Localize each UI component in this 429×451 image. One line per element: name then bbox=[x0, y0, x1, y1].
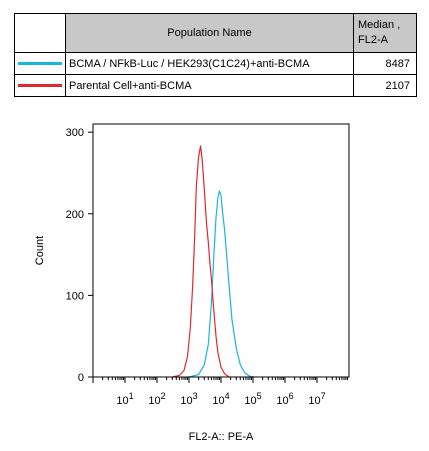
y-tick-label: 300 bbox=[66, 127, 84, 139]
legend-table: Population Name Median , FL2-A BCMA / NF… bbox=[14, 13, 417, 97]
legend-swatch-red bbox=[18, 84, 62, 87]
legend-swatch-cell bbox=[14, 74, 66, 97]
x-tick-label: 101 bbox=[116, 391, 133, 407]
legend-swatch-blue bbox=[18, 62, 62, 65]
x-tick-label: 103 bbox=[180, 391, 197, 407]
legend-header-median-label: Median , bbox=[358, 19, 401, 31]
x-axis-title: FL2-A:: PE-A bbox=[189, 431, 254, 443]
legend-median-value: 2107 bbox=[353, 74, 417, 97]
y-axis-title: Count bbox=[34, 236, 46, 265]
legend-header-median: Median , FL2-A bbox=[353, 13, 417, 53]
legend-header-name: Population Name bbox=[65, 13, 354, 53]
legend-header-row: Population Name Median , FL2-A bbox=[14, 13, 417, 53]
legend-header-median-param: FL2-A bbox=[358, 34, 388, 46]
plot-frame bbox=[92, 123, 350, 378]
y-tick-label: 0 bbox=[78, 372, 84, 384]
legend-population-name: BCMA / NFkB-Luc / HEK293(C1C24)+anti-BCM… bbox=[65, 52, 354, 75]
x-tick-label: 104 bbox=[212, 391, 229, 407]
legend-row: Parental Cell+anti-BCMA 2107 bbox=[14, 74, 417, 97]
y-tick-label: 200 bbox=[66, 209, 84, 221]
series-line-bcma bbox=[188, 190, 255, 378]
series-line-parental bbox=[172, 145, 230, 378]
y-tick-label: 100 bbox=[66, 290, 84, 302]
x-tick-label: 107 bbox=[308, 391, 325, 407]
x-tick-label: 105 bbox=[244, 391, 261, 407]
x-tick-label: 106 bbox=[276, 391, 293, 407]
x-tick-label: 102 bbox=[148, 391, 165, 407]
legend-row: BCMA / NFkB-Luc / HEK293(C1C24)+anti-BCM… bbox=[14, 52, 417, 75]
legend-header-blank-cell bbox=[14, 13, 66, 53]
legend-population-name: Parental Cell+anti-BCMA bbox=[65, 74, 354, 97]
